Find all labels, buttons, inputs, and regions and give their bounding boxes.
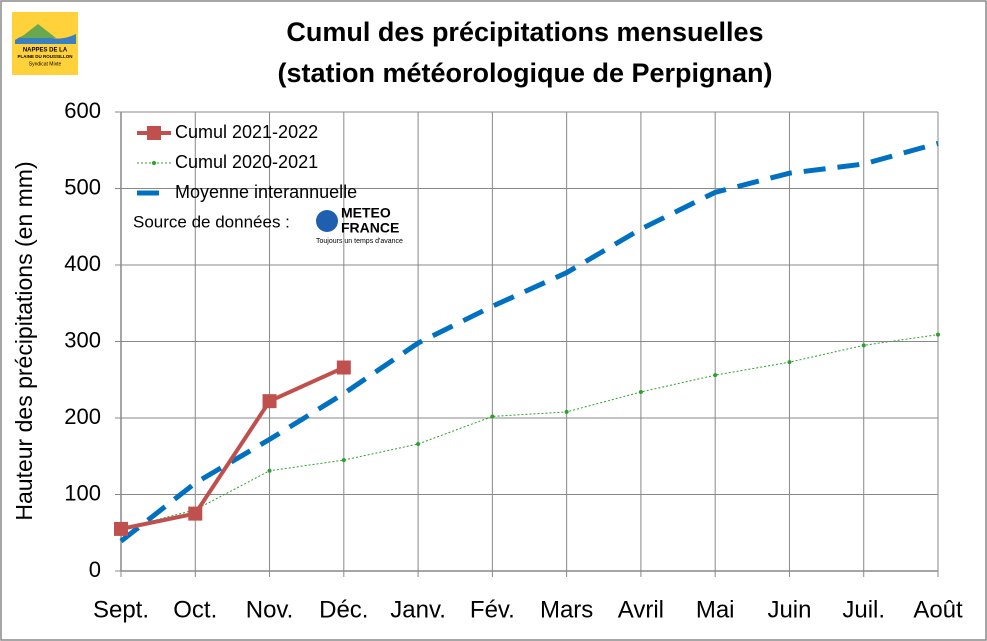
y-tick-label: 0 — [89, 557, 101, 582]
x-tick-label: Janv. — [390, 596, 446, 623]
legend-marker — [147, 126, 161, 140]
series-line — [120, 334, 939, 530]
x-tick-label: Nov. — [246, 596, 294, 623]
legend-label: Moyenne interannuelle — [175, 182, 357, 202]
logo-text: NAPPES DE LA — [23, 48, 68, 54]
y-tick-label: 400 — [64, 251, 101, 276]
x-tick-label: Mars — [540, 596, 593, 623]
marker — [336, 360, 351, 375]
marker — [416, 442, 421, 447]
marker — [262, 394, 277, 409]
legend-label: Cumul 2021-2022 — [175, 122, 318, 142]
x-tick-label: Juin — [767, 596, 811, 623]
y-tick-label: 600 — [64, 98, 101, 123]
legend-marker — [152, 161, 156, 165]
series-line — [120, 365, 345, 531]
marker — [564, 409, 569, 414]
chart-subtitle: (station météorologique de Perpignan) — [277, 58, 772, 88]
y-tick-label: 200 — [64, 404, 101, 429]
logo-mountain — [20, 24, 56, 38]
x-tick-label: Sept. — [93, 596, 149, 623]
plot-area: 0 100 200 300 400 500 600 Sept. Oct. Nov. Déc. Janv… — [64, 98, 963, 624]
marker — [188, 506, 203, 521]
x-tick-label: Fév. — [470, 596, 515, 623]
marker — [936, 332, 940, 337]
source-label: Source de données : — [133, 212, 290, 231]
x-tick-label: Oct. — [173, 596, 217, 623]
marker — [267, 468, 272, 473]
source-logo-text: FRANCE — [341, 220, 399, 236]
marker — [861, 343, 866, 348]
chart-title: Cumul des précipitations mensuelles — [286, 17, 763, 47]
x-tick-label: Août — [913, 596, 963, 623]
y-tick-label: 500 — [64, 174, 101, 199]
marker — [114, 521, 128, 536]
marker — [787, 360, 792, 365]
brand-logo: NAPPES DE LA PLAINE DU ROUSSILLON Syndic… — [12, 12, 78, 75]
logo-text: Syndicat Mixte — [29, 61, 62, 67]
marker — [490, 414, 495, 419]
x-tick-label: Avril — [618, 596, 664, 623]
marker — [713, 373, 718, 378]
y-axis-label: Hauteur des précipitations (en mm) — [11, 161, 37, 520]
y-tick-label: 100 — [64, 480, 101, 505]
x-tick-label: Juil. — [842, 596, 885, 623]
logo-text: PLAINE DU ROUSSILLON — [17, 54, 72, 59]
y-tick-label: 300 — [64, 327, 101, 352]
source-logo-tagline: Toujours un temps d'avance — [316, 238, 403, 245]
source-logo-text: METEO — [341, 205, 391, 221]
legend-label: Cumul 2020-2021 — [175, 152, 318, 172]
x-tick-label: Déc. — [319, 596, 368, 623]
x-tick-label: Mai — [696, 596, 735, 623]
marker — [341, 458, 346, 463]
source-logo-icon — [316, 210, 338, 232]
marker — [638, 389, 643, 394]
series-line — [119, 140, 939, 544]
